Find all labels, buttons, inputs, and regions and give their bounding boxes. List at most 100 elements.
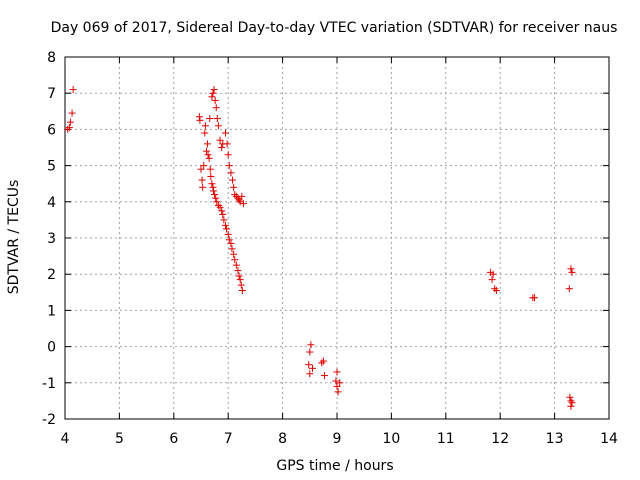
y-tick-label: 1 xyxy=(47,303,56,319)
data-point xyxy=(223,140,231,148)
data-point xyxy=(234,194,242,202)
data-point xyxy=(68,109,76,117)
data-point xyxy=(231,256,239,264)
data-point xyxy=(206,115,214,123)
grid-lines xyxy=(64,56,610,420)
data-point xyxy=(205,154,213,162)
x-tick-label: 4 xyxy=(61,431,70,447)
data-point xyxy=(216,136,224,144)
data-point xyxy=(228,245,236,253)
y-tick-label: 6 xyxy=(47,122,56,138)
chart-title: Day 069 of 2017, Sidereal Day-to-day VTE… xyxy=(51,20,618,36)
data-point xyxy=(210,187,218,195)
y-axis-title: SDTVAR / TECUs xyxy=(6,180,22,295)
data-point xyxy=(216,203,224,211)
data-point xyxy=(238,192,246,200)
data-point xyxy=(209,183,217,191)
y-tick-label: 8 xyxy=(47,50,56,66)
y-tick-label: 0 xyxy=(47,340,56,356)
data-point xyxy=(225,162,233,170)
data-point xyxy=(224,230,232,238)
data-point xyxy=(225,236,233,244)
x-tick-label: 11 xyxy=(437,431,455,447)
data-point xyxy=(66,118,74,126)
data-point xyxy=(232,261,240,269)
data-point xyxy=(568,399,576,407)
data-point xyxy=(221,221,229,229)
y-tick-label: 2 xyxy=(47,267,56,283)
data-point xyxy=(567,402,575,410)
data-point xyxy=(211,96,219,104)
x-tick-label: 5 xyxy=(115,431,124,447)
data-point xyxy=(204,140,212,148)
data-point xyxy=(238,286,246,294)
x-tick-label: 13 xyxy=(546,431,564,447)
data-point xyxy=(307,341,315,349)
data-point xyxy=(236,198,244,206)
data-point xyxy=(64,125,72,133)
data-point xyxy=(235,272,243,280)
data-point xyxy=(320,372,328,380)
data-point xyxy=(208,180,216,188)
data-point xyxy=(227,239,235,247)
x-tick-label: 14 xyxy=(600,431,618,447)
x-axis-title: GPS time / hours xyxy=(276,458,393,474)
data-point xyxy=(306,370,314,378)
data-point xyxy=(229,176,237,184)
data-point xyxy=(530,294,538,302)
data-point xyxy=(332,377,340,385)
y-tick-label: 7 xyxy=(47,86,56,102)
data-point xyxy=(65,124,73,132)
data-point xyxy=(567,265,575,273)
y-tick-label: -1 xyxy=(42,376,56,392)
data-point xyxy=(196,116,204,124)
data-point xyxy=(218,207,226,215)
data-point xyxy=(231,191,239,199)
x-tick-label: 8 xyxy=(278,431,287,447)
data-point xyxy=(199,183,207,191)
x-tick-label: 9 xyxy=(333,431,342,447)
data-point xyxy=(566,393,574,401)
data-point xyxy=(209,89,217,97)
data-point xyxy=(492,286,500,294)
data-point xyxy=(211,191,219,199)
y-tick-label: 3 xyxy=(47,231,56,247)
x-tick-label: 12 xyxy=(491,431,509,447)
x-tick-label: 7 xyxy=(224,431,233,447)
data-point xyxy=(230,250,238,258)
data-point xyxy=(214,201,222,209)
data-point xyxy=(214,122,222,130)
data-point xyxy=(236,276,244,284)
data-point xyxy=(237,281,245,289)
data-point xyxy=(230,183,238,191)
data-point xyxy=(334,388,342,396)
data-point xyxy=(204,151,212,159)
data-point xyxy=(239,200,247,208)
data-point xyxy=(227,169,235,177)
data-point xyxy=(318,359,326,367)
data-point xyxy=(568,268,576,276)
data-point xyxy=(306,348,314,356)
data-point xyxy=(69,86,77,94)
data-point xyxy=(221,129,229,137)
data-point xyxy=(198,176,206,184)
x-tick-label: 10 xyxy=(382,431,400,447)
data-point xyxy=(212,194,220,202)
data-point xyxy=(223,225,231,233)
data-point xyxy=(336,379,344,387)
data-point xyxy=(305,361,313,369)
data-point xyxy=(206,165,214,173)
data-point xyxy=(319,357,327,365)
x-tick-label: 6 xyxy=(169,431,178,447)
data-point xyxy=(201,129,209,137)
data-point xyxy=(201,122,209,130)
data-point xyxy=(210,86,218,94)
data-point xyxy=(212,104,220,112)
data-point xyxy=(213,115,221,123)
data-point xyxy=(220,216,228,224)
data-points xyxy=(64,86,576,410)
data-point xyxy=(207,172,215,180)
data-point xyxy=(489,270,497,278)
